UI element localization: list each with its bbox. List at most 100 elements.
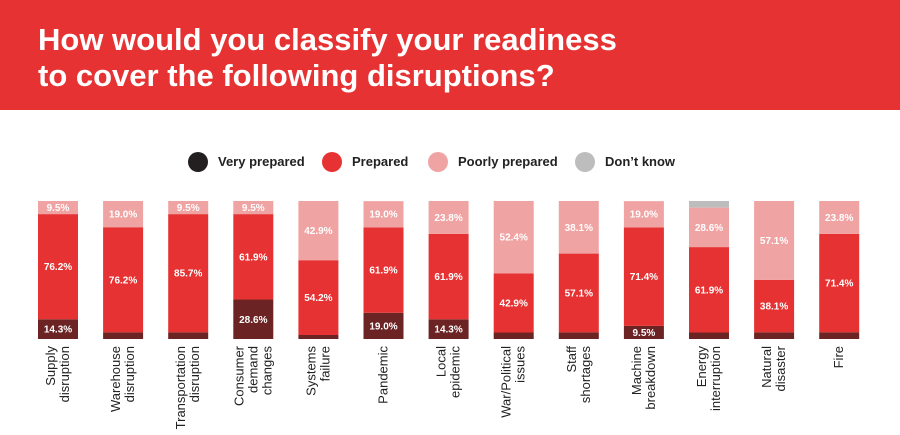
bar-segment-very-prepared-transportation-disruption — [168, 332, 209, 339]
bar-war-political-issues: 42.9% 52.4% — [493, 201, 534, 339]
category-label-line: disaster — [773, 345, 788, 391]
data-label-poorly-prepared-local-epidemic: 23.8% — [434, 213, 462, 224]
bar-segment-prepared-natural-disaster — [754, 279, 795, 333]
bar-staff-shortages: 57.1% 38.1% — [558, 201, 599, 339]
bar-segment-very-prepared-consumer-demand-changes — [233, 299, 274, 339]
data-label-poorly-prepared-systems-failure: 42.9% — [304, 226, 332, 237]
bar-segment-poorly-prepared-supply-disruption — [38, 201, 78, 215]
category-label-consumer-demand-changes: Consumerdemandchanges — [231, 345, 274, 406]
data-label-poorly-prepared-fire: 23.8% — [825, 213, 853, 224]
category-label-line: interruption — [708, 346, 723, 411]
legend-label-very-prepared: Very prepared — [218, 154, 305, 169]
category-label-line: Transportation — [173, 346, 188, 429]
data-label-prepared-consumer-demand-changes: 61.9% — [239, 252, 267, 263]
bar-segment-prepared-fire — [819, 233, 860, 333]
category-label-line: Pandemic — [376, 346, 391, 404]
category-label-line: disruption — [57, 346, 72, 402]
bar-segment-poorly-prepared-fire — [819, 201, 860, 234]
bar-systems-failure: 54.2% 42.9% — [298, 201, 339, 339]
data-label-prepared-supply-disruption: 76.2% — [44, 262, 72, 273]
bar-segment-prepared-consumer-demand-changes — [233, 214, 274, 300]
data-label-poorly-prepared-consumer-demand-changes: 9.5% — [242, 203, 265, 214]
category-label-line: Energy — [694, 346, 709, 388]
category-label-natural-disaster: Naturaldisaster — [759, 345, 788, 391]
bar-segment-very-prepared-fire — [819, 332, 860, 339]
bar-segment-very-prepared-warehouse-disruption — [103, 332, 144, 339]
category-label-systems-failure: Systemsfailure — [303, 346, 332, 396]
bar-segment-prepared-staff-shortages — [558, 253, 599, 333]
bar-segment-prepared-machine-breakdown — [623, 227, 664, 326]
category-label-line: changes — [259, 346, 274, 396]
data-label-very-prepared-consumer-demand-changes: 28.6% — [239, 315, 267, 326]
data-label-very-prepared-supply-disruption: 14.3% — [44, 325, 72, 336]
bar-segment-poorly-prepared-machine-breakdown — [623, 201, 664, 228]
data-label-poorly-prepared-machine-breakdown: 19.0% — [630, 210, 658, 221]
bar-segment-poorly-prepared-war-political-issues — [493, 201, 534, 274]
bar-segment-prepared-warehouse-disruption — [103, 227, 144, 333]
data-label-very-prepared-local-epidemic: 14.3% — [434, 325, 462, 336]
category-label-line: Consumer — [231, 345, 246, 406]
category-label-line: Machine — [629, 346, 644, 395]
legend-swatch-poorly-prepared — [428, 152, 448, 172]
bar-segment-poorly-prepared-warehouse-disruption — [103, 201, 144, 228]
category-label-local-epidemic: Localepidemic — [434, 346, 463, 399]
data-label-prepared-systems-failure: 54.2% — [304, 293, 332, 304]
data-label-poorly-prepared-warehouse-disruption: 19.0% — [109, 210, 137, 221]
bar-segment-prepared-war-political-issues — [493, 273, 534, 333]
data-label-prepared-local-epidemic: 61.9% — [434, 272, 462, 283]
bar-segment-poorly-prepared-pandemic — [363, 201, 404, 228]
category-label-line: shortages — [578, 346, 593, 404]
category-label-line: disruption — [122, 346, 137, 402]
chart-title: How would you classify your readiness to… — [38, 22, 858, 94]
category-label-line: failure — [317, 346, 332, 381]
category-label-line: disruption — [187, 346, 202, 402]
bar-segment-poorly-prepared-local-epidemic — [428, 201, 469, 234]
category-label-pandemic: Pandemic — [376, 346, 391, 404]
legend: Very prepared Prepared Poorly prepared D… — [0, 150, 900, 174]
bar-segment-prepared-pandemic — [363, 227, 404, 313]
data-label-prepared-fire: 71.4% — [825, 279, 853, 290]
bar-segment-don-t-know-energy-interruption — [689, 201, 729, 208]
category-label-line: Staff — [564, 346, 579, 373]
category-label-line: issues — [513, 346, 528, 383]
bar-segment-prepared-systems-failure — [298, 260, 339, 335]
category-label-line: Supply — [43, 346, 58, 386]
data-label-prepared-transportation-disruption: 85.7% — [174, 269, 202, 280]
category-label-energy-interruption: Energyinterruption — [694, 346, 723, 412]
category-label-supply-disruption: Supplydisruption — [43, 346, 72, 403]
data-label-poorly-prepared-supply-disruption: 9.5% — [47, 203, 70, 214]
category-label-fire: Fire — [831, 346, 846, 368]
data-label-prepared-natural-disaster: 38.1% — [760, 302, 788, 313]
data-label-poorly-prepared-war-political-issues: 52.4% — [500, 233, 528, 244]
bar-segment-poorly-prepared-systems-failure — [298, 201, 339, 261]
bar-segment-very-prepared-machine-breakdown — [623, 325, 664, 339]
category-label-line: Local — [434, 346, 449, 377]
bar-segment-poorly-prepared-consumer-demand-changes — [233, 201, 274, 215]
bar-segment-very-prepared-staff-shortages — [558, 332, 599, 339]
bar-segment-poorly-prepared-natural-disaster — [754, 201, 795, 280]
category-label-machine-breakdown: Machinebreakdown — [629, 346, 658, 410]
bar-segment-very-prepared-natural-disaster — [754, 332, 795, 339]
chart-title-line-1: How would you classify your readiness — [38, 22, 617, 57]
category-label-line: Natural — [759, 346, 774, 388]
bar-pandemic: 19.0% 61.9% 19.0% — [363, 201, 404, 339]
legend-label-poorly-prepared: Poorly prepared — [458, 154, 558, 169]
category-label-line: epidemic — [448, 346, 463, 399]
data-label-prepared-energy-interruption: 61.9% — [695, 285, 723, 296]
bar-segment-prepared-supply-disruption — [38, 214, 78, 320]
legend-label-prepared: Prepared — [352, 154, 409, 169]
legend-label-dont-know: Don’t know — [605, 154, 676, 169]
legend-swatch-very-prepared — [188, 152, 208, 172]
category-label-line: breakdown — [643, 346, 658, 410]
bar-segment-prepared-energy-interruption — [689, 247, 729, 333]
data-label-prepared-machine-breakdown: 71.4% — [630, 272, 658, 283]
legend-swatch-dont-know — [575, 152, 595, 172]
data-label-prepared-war-political-issues: 42.9% — [500, 298, 528, 309]
category-label-staff-shortages: Staffshortages — [564, 346, 593, 404]
bar-consumer-demand-changes: 28.6% 61.9% 9.5% — [233, 201, 274, 339]
data-label-very-prepared-machine-breakdown: 9.5% — [633, 328, 656, 339]
category-label-line: War/Political — [499, 346, 514, 418]
bar-energy-interruption: 61.9% 28.6% — [689, 201, 729, 339]
bar-transportation-disruption: 85.7% 9.5% — [168, 201, 209, 339]
